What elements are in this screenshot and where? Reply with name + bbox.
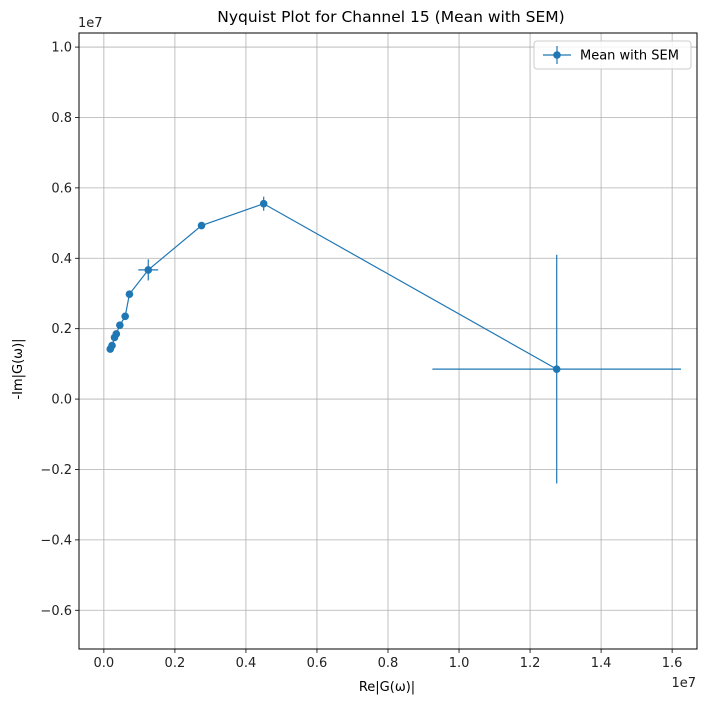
y-tick-label: 0.8 <box>51 111 72 126</box>
data-point <box>116 321 124 329</box>
x-tick-label: 0.8 <box>378 656 399 671</box>
data-series <box>106 196 682 484</box>
x-tick-label: 1.0 <box>449 656 470 671</box>
x-tick-label: 1.4 <box>591 656 612 671</box>
y-tick-label: 1.0 <box>51 41 72 56</box>
y-tick-label: −0.4 <box>40 533 72 548</box>
y-axis-label: -Im|G(ω)| <box>11 338 26 399</box>
y-tick-label: 0.4 <box>51 252 72 267</box>
data-point <box>121 312 129 321</box>
x-tick-label: 1.6 <box>662 656 683 671</box>
legend-label: Mean with SEM <box>580 49 679 64</box>
data-point <box>552 365 561 373</box>
legend-marker <box>553 51 561 59</box>
y-tick-label: −0.6 <box>40 604 72 619</box>
data-point <box>144 266 153 274</box>
x-offset-text: 1e7 <box>671 676 696 691</box>
grid <box>79 33 697 649</box>
legend-box <box>533 40 692 70</box>
y-offset-text: 1e7 <box>78 16 103 31</box>
chart-title: Nyquist Plot for Channel 15 (Mean with S… <box>217 8 564 26</box>
data-point <box>259 199 268 208</box>
x-tick-label: 0.4 <box>236 656 257 671</box>
x-tick-label: 0.0 <box>94 656 115 671</box>
y-tick-label: −0.2 <box>40 463 72 478</box>
data-point <box>197 221 206 230</box>
data-point <box>125 290 134 298</box>
x-tick-label: 0.2 <box>165 656 186 671</box>
y-tick-label: 0.0 <box>51 393 72 408</box>
x-tick-label: 1.2 <box>520 656 541 671</box>
x-axis-label: Re|G(ω)| <box>359 680 415 695</box>
ticks: 0.0 0.2 0.4 0.6 0.8 1.0 1.2 1.4 1.6 −0.6 −0.4 −0.2 0… <box>40 41 682 671</box>
y-tick-label: 0.6 <box>51 181 72 196</box>
x-tick-label: 0.6 <box>307 656 328 671</box>
data-point <box>108 341 116 350</box>
legend: Mean with SEM <box>533 40 692 70</box>
data-point <box>112 330 121 338</box>
y-tick-label: 0.2 <box>51 322 72 337</box>
